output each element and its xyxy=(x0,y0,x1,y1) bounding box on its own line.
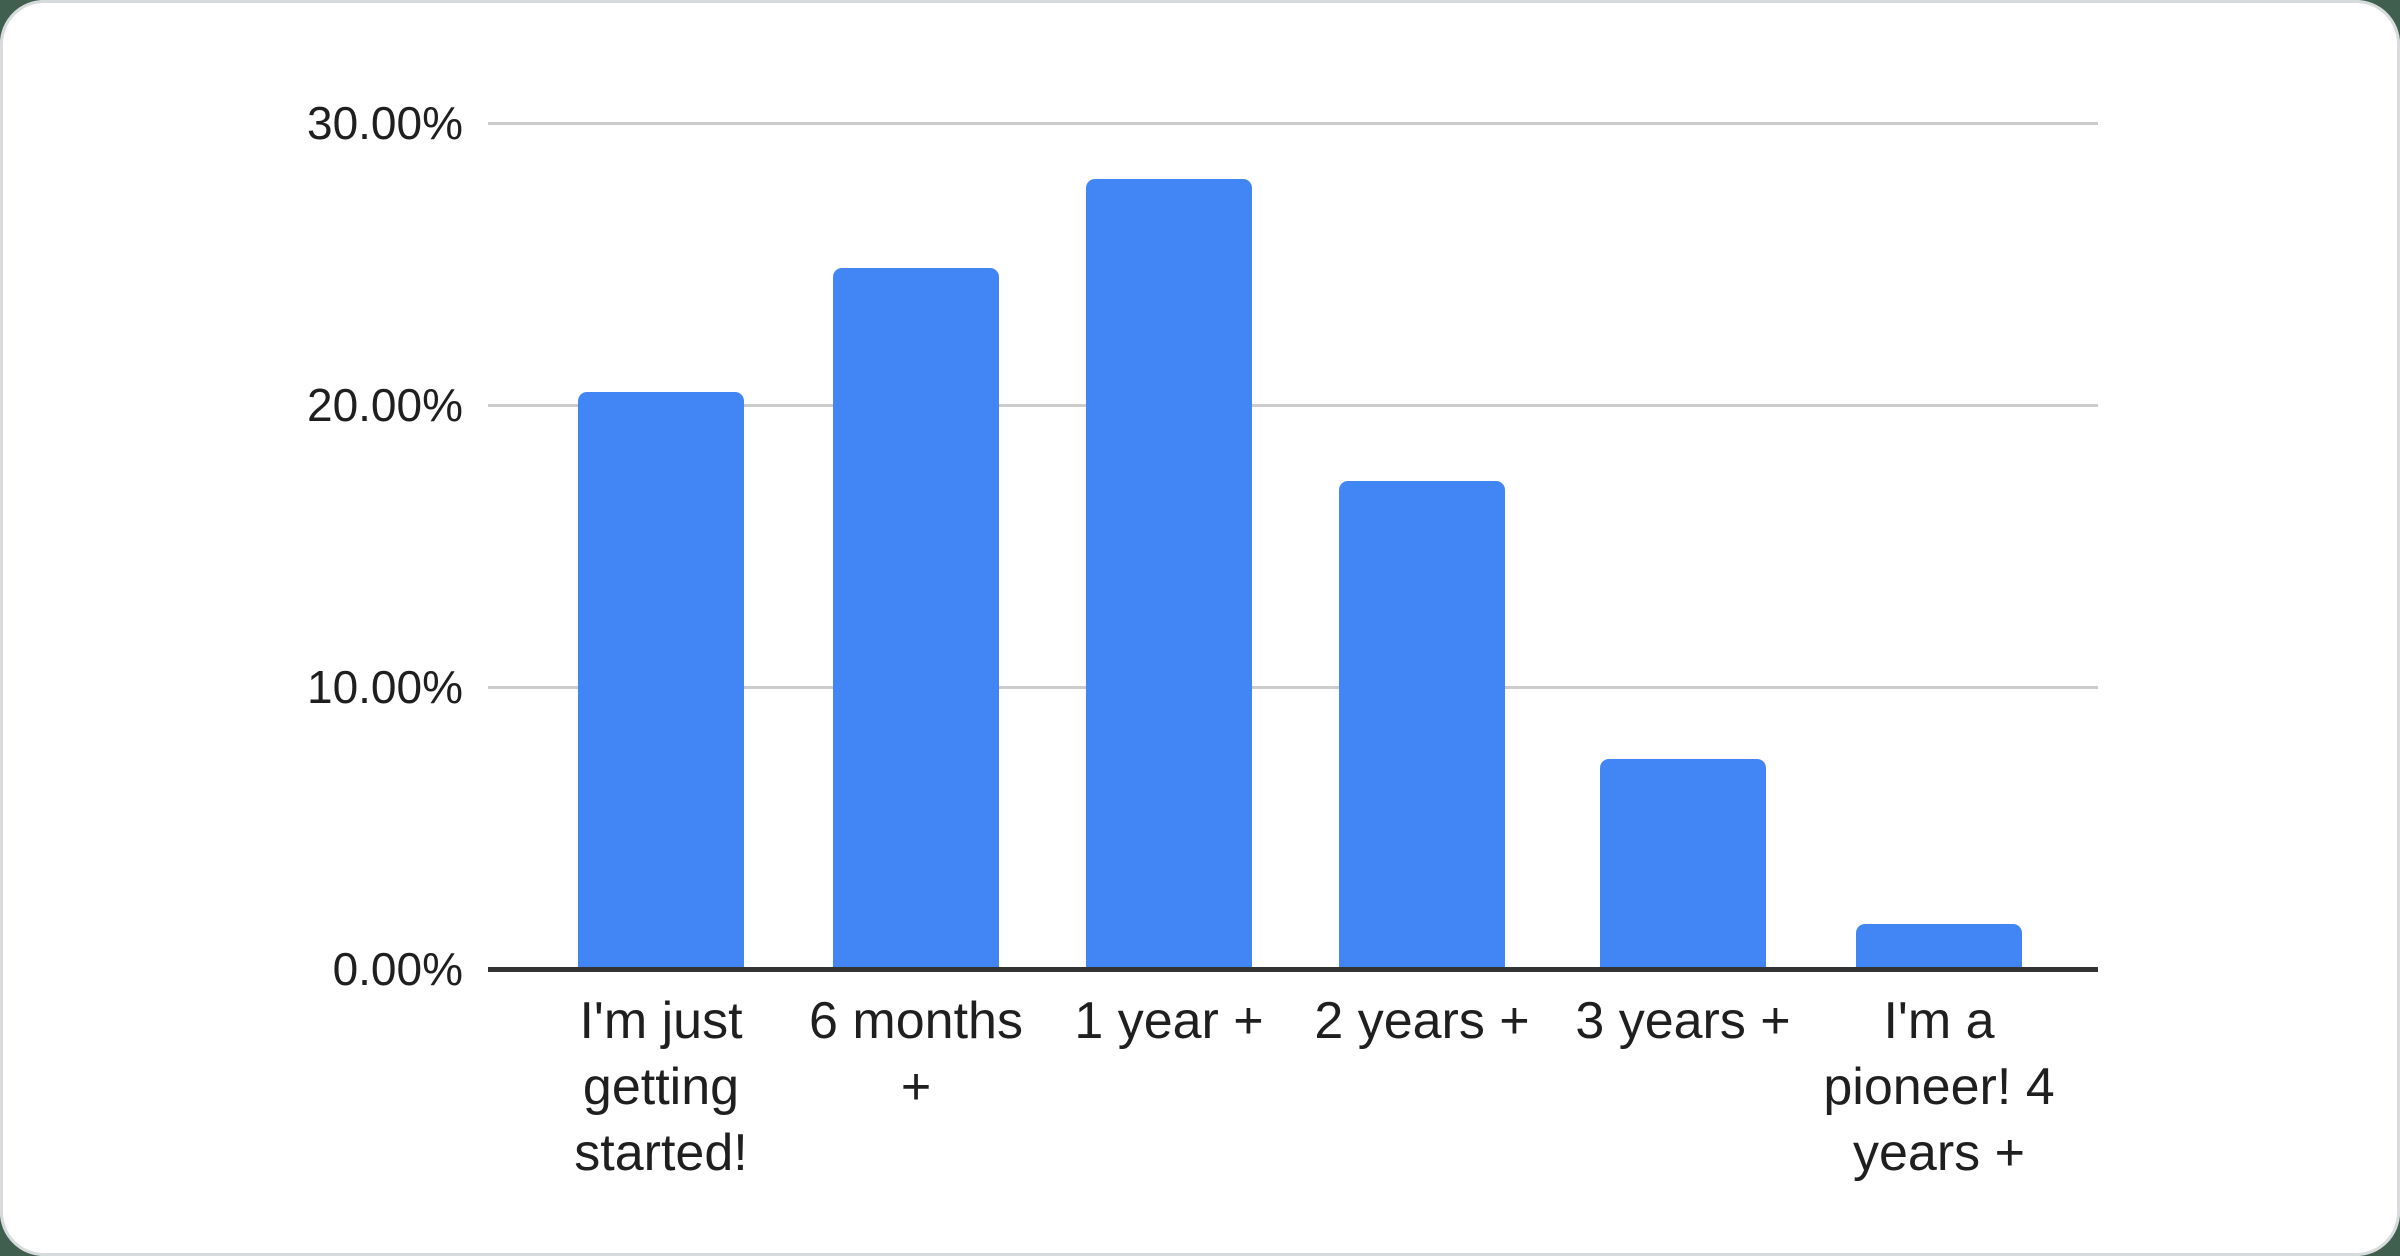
x-axis-line xyxy=(488,966,2098,972)
y-gridline xyxy=(488,403,2098,407)
x-tick-label: 3 years + xyxy=(1575,992,1791,1050)
bar xyxy=(578,392,744,969)
bar xyxy=(1086,179,1252,969)
bar xyxy=(1339,481,1505,969)
y-tick-label: 10.00% xyxy=(306,661,463,713)
y-tick-label: 20.00% xyxy=(306,379,463,431)
x-tick-label: 2 years + xyxy=(1314,992,1530,1050)
y-tick-label: 0.00% xyxy=(332,943,463,995)
bar xyxy=(1856,923,2022,969)
bar xyxy=(833,268,999,969)
x-tick-label: I'm just getting started! xyxy=(574,992,748,1182)
y-gridline xyxy=(488,121,2098,125)
x-tick-label: 1 year + xyxy=(1074,992,1264,1050)
y-tick-label: 30.00% xyxy=(306,97,463,149)
y-gridline xyxy=(488,685,2098,689)
x-tick-label: I'm a pioneer! 4 years + xyxy=(1823,992,2055,1182)
x-tick-label: 6 months + xyxy=(809,992,1023,1116)
bar xyxy=(1600,758,1766,969)
